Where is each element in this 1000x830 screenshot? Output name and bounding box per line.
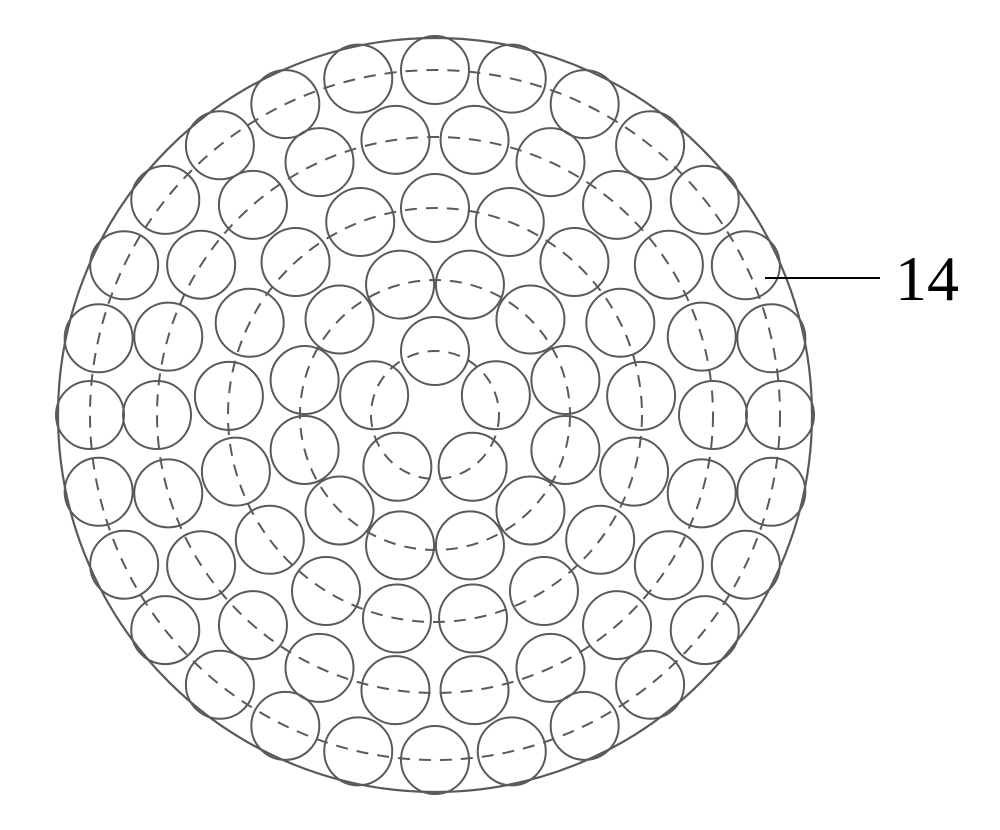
- callout-label: 14: [895, 243, 959, 314]
- outer-disc: [58, 38, 812, 792]
- cross-section-diagram: 14: [0, 0, 1000, 830]
